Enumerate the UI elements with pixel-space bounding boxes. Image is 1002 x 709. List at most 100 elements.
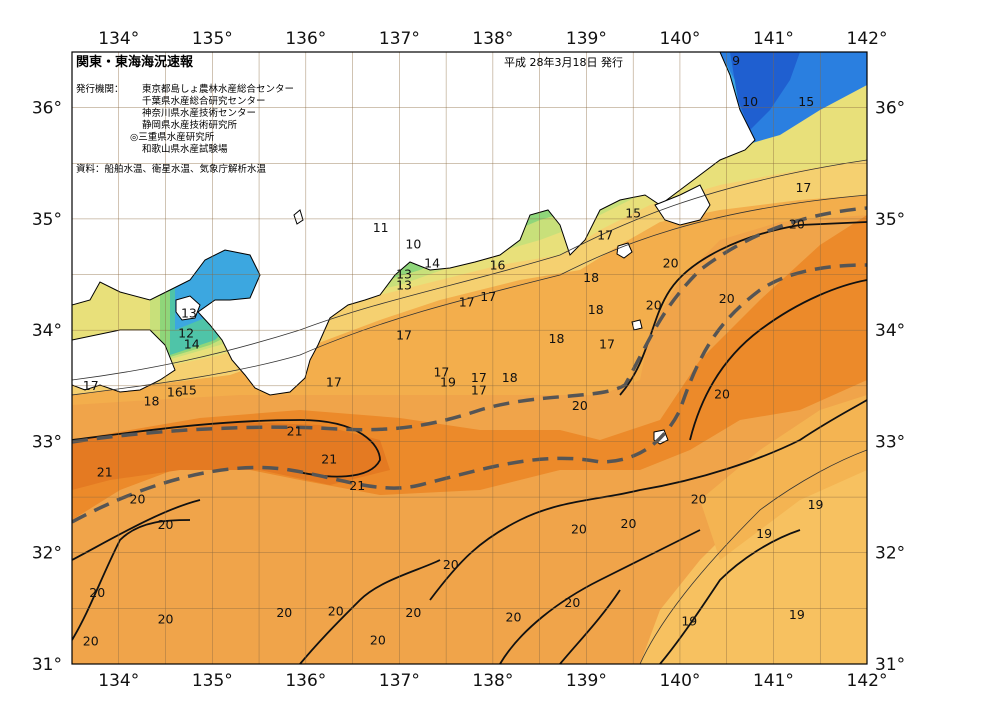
contour-label: 16 <box>167 384 183 399</box>
contour-20-south-g <box>659 529 801 664</box>
contour-label: 20 <box>370 633 386 648</box>
contour-label: 20 <box>564 595 580 610</box>
contour-label: 18 <box>144 393 160 408</box>
contour-label: 20 <box>572 398 588 413</box>
contour-18-coast <box>72 194 867 396</box>
header-block: 関東・東海海況速報 平成 28年3月18日 発行 発行機関： 東京都島しょ農林水… <box>76 54 623 175</box>
contour-17-coast <box>72 159 867 381</box>
contour-label: 20 <box>89 585 105 600</box>
sea-zone-19-east <box>700 395 867 560</box>
contour-label: 19 <box>789 607 805 622</box>
x-tick-label-bottom: 136° <box>285 671 326 691</box>
contour-label: 20 <box>130 491 146 506</box>
contour-label: 20 <box>158 517 174 532</box>
contour-label: 19 <box>681 614 697 629</box>
contour-label: 20 <box>789 216 805 231</box>
front-line-south <box>72 263 867 524</box>
x-tick-label-top: 136° <box>285 29 326 49</box>
contour-19-east <box>639 449 867 664</box>
contour-label: 20 <box>719 291 735 306</box>
land-awaji <box>175 295 201 321</box>
contour-label: 15 <box>181 382 197 397</box>
x-tick-label-bottom: 134° <box>98 671 139 691</box>
contour-label: 20 <box>506 609 522 624</box>
contour-label: 17 <box>396 328 412 343</box>
source-note: 資料：船舶水温、衛星水温、気象庁解析水温 <box>76 163 267 175</box>
contour-20-south-f <box>559 589 621 664</box>
contour-label: 17 <box>326 374 342 389</box>
grid-lines <box>72 52 867 664</box>
contour-label: 12 <box>178 326 194 341</box>
contour-label: 21 <box>321 451 337 466</box>
contour-label: 13 <box>396 267 412 282</box>
x-tick-label-bottom: 142° <box>847 671 888 691</box>
contour-label: 17 <box>599 337 615 352</box>
contour-label: 20 <box>276 605 292 620</box>
sea-zone-9 <box>730 52 800 130</box>
y-tick-label-right: 33° <box>875 432 905 452</box>
map-frame <box>71 51 868 665</box>
x-tick-label-top: 135° <box>192 29 233 49</box>
x-tick-label-bottom: 137° <box>379 671 420 691</box>
thin-contours <box>72 159 867 664</box>
x-tick-label-top: 134° <box>98 29 139 49</box>
contour-label: 15 <box>798 94 814 109</box>
contour-20-south-d <box>429 399 867 601</box>
contour-label: 15 <box>625 205 641 220</box>
x-tick-label-top: 141° <box>753 29 794 49</box>
contour-label: 20 <box>158 611 174 626</box>
contour-label: 13 <box>396 278 412 293</box>
contour-label: 20 <box>663 255 679 270</box>
y-tick-label-right: 32° <box>875 544 905 564</box>
land-sado-area <box>293 209 304 225</box>
y-tick-label-left: 36° <box>32 99 62 119</box>
y-tick-label-left: 34° <box>32 321 62 341</box>
publisher-6: 和歌山県水産試験場 <box>142 143 228 155</box>
x-tick-label-top: 138° <box>472 29 513 49</box>
contour-label: 20 <box>714 387 730 402</box>
contour-label: 19 <box>440 374 456 389</box>
y-tick-label-right: 34° <box>875 321 905 341</box>
contour-label: 19 <box>808 497 824 512</box>
y-tick-label-right: 35° <box>875 210 905 230</box>
issue-date: 平成 28年3月18日 発行 <box>504 55 623 69</box>
y-tick-label-left: 35° <box>32 210 62 230</box>
publisher-5: ◎三重県水産研究所 <box>130 131 215 143</box>
contour-label: 10 <box>405 237 421 252</box>
contour-label: 11 <box>373 220 389 235</box>
contour-20-south-b <box>72 519 191 641</box>
contour-label: 18 <box>549 331 565 346</box>
contour-20-south-a <box>72 499 201 561</box>
contour-label: 18 <box>502 370 518 385</box>
contour-label: 20 <box>621 516 637 531</box>
contour-label: 20 <box>328 604 344 619</box>
y-tick-label-left: 31° <box>32 655 62 675</box>
y-tick-label-right: 31° <box>875 655 905 675</box>
contour-label: 17 <box>480 289 496 304</box>
contour-label: 20 <box>646 298 662 313</box>
contour-label: 17 <box>471 382 487 397</box>
publishers-label: 発行機関： <box>76 83 124 95</box>
land-izu-oshima <box>616 242 633 259</box>
contour-label: 17 <box>433 364 449 379</box>
x-tick-label-bottom: 135° <box>192 671 233 691</box>
x-tick-label-bottom: 141° <box>753 671 794 691</box>
contour-label: 17 <box>471 370 487 385</box>
contour-label: 17 <box>83 378 99 393</box>
land-boso <box>654 184 711 226</box>
x-tick-label-top: 140° <box>659 29 700 49</box>
x-tick-label-top: 137° <box>379 29 420 49</box>
contour-label: 20 <box>571 521 587 536</box>
x-tick-label-bottom: 138° <box>472 671 513 691</box>
contour-label: 21 <box>287 423 303 438</box>
contour-label: 17 <box>597 228 613 243</box>
contour-label: 14 <box>424 255 440 270</box>
contour-20-north <box>619 221 867 396</box>
axis-ticks: 134° 134° 135° 135° 136° 136° 137° 137° 138° 138°… <box>32 29 905 691</box>
publisher-2: 千葉県水産総合研究センター <box>142 95 266 107</box>
contour-20-south-c <box>299 559 441 664</box>
contour-label: 17 <box>795 180 811 195</box>
contour-label: 19 <box>756 526 772 541</box>
